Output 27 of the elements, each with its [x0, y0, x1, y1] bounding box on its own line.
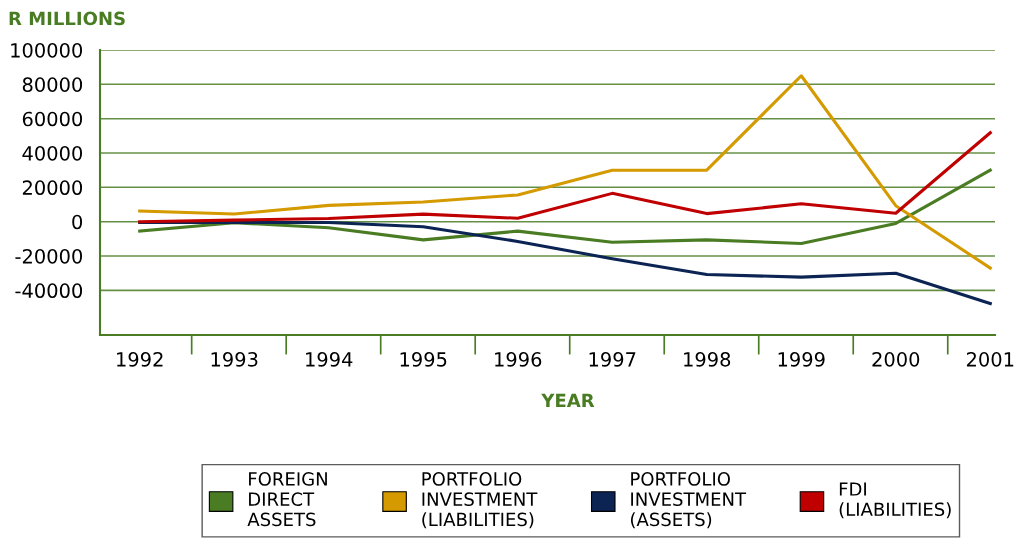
x-tick-label: 1994 — [306, 352, 353, 367]
x-tick-label: 1999 — [778, 352, 825, 367]
y-tick-label: -40000 — [15, 283, 83, 299]
y-tick-label: 100000 — [11, 42, 83, 58]
legend-label: FOREIGN DIRECT ASSETS — [247, 472, 327, 527]
y-tick-label: 80000 — [22, 77, 83, 92]
line-series — [138, 131, 992, 224]
x-axis-title: YEAR — [541, 393, 595, 407]
x-tick-label: 1992 — [117, 352, 163, 367]
y-tick-label: 60000 — [22, 111, 83, 127]
x-tick-label: 1997 — [589, 352, 636, 367]
y-tick-label: 20000 — [22, 180, 83, 196]
legend-label: PORTFOLIO INVESTMENT (ASSETS) — [630, 472, 747, 529]
x-tick-label: 1996 — [495, 352, 542, 367]
legend-label: FDI (LIABILITIES) — [839, 482, 951, 519]
line-series — [138, 74, 992, 270]
y-axis-title: R MILLIONS — [9, 11, 125, 26]
x-tick-label: 1995 — [400, 352, 447, 367]
line-series — [138, 221, 992, 306]
legend-label: PORTFOLIO INVESTMENT (LIABILITIES) — [422, 472, 538, 529]
x-tick-label: 1993 — [211, 352, 258, 367]
y-tick-label: -20000 — [15, 248, 83, 264]
y-tick-label: 40000 — [22, 145, 83, 161]
x-tick-label: 2000 — [872, 352, 920, 367]
y-tick-label: 0 — [72, 214, 83, 230]
x-tick-label: 2001 — [966, 352, 1014, 367]
x-tick-label: 1998 — [684, 352, 731, 367]
